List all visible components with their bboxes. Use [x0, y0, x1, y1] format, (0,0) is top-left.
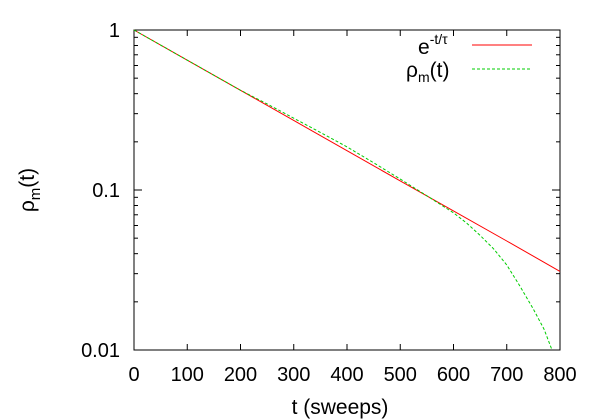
x-tick-label: 200 — [224, 364, 257, 386]
series-line-rho — [133, 29, 553, 351]
x-tick-label: 800 — [543, 364, 576, 386]
legend-rho-sub: m — [418, 69, 430, 85]
y-axis-label-tail: (t) — [16, 168, 39, 188]
x-axis-label: t (sweeps) — [292, 396, 389, 419]
x-tick-label: 600 — [437, 364, 470, 386]
legend-rho-base: ρ — [406, 59, 418, 82]
y-tick-label: 0.01 — [81, 340, 120, 362]
x-tick-label: 500 — [384, 364, 417, 386]
y-axis-label: ρm(t) — [16, 168, 44, 212]
legend-entry-exponential: e-t/τ — [418, 31, 532, 59]
legend-rho-tail: (t) — [430, 59, 450, 82]
legend-exponential-sup: -t/τ — [430, 31, 448, 47]
legend-exponential-base: e — [418, 36, 430, 59]
plot-frame — [133, 29, 561, 351]
x-tick-label: 700 — [490, 364, 523, 386]
y-tick-label: 1 — [109, 20, 120, 42]
x-tick-label: 0 — [128, 364, 139, 386]
legend: e-t/τ ρm(t) — [406, 31, 532, 85]
svg-text:e-t/τ: e-t/τ — [418, 31, 448, 59]
svg-text:ρm(t): ρm(t) — [406, 59, 449, 85]
x-tick-label: 100 — [171, 364, 204, 386]
axis-ticks: 0 100 200 300 400 500 600 700 800 1 0.1 0.01 — [81, 20, 577, 386]
series-layer — [133, 29, 561, 351]
y-tick-label: 0.1 — [92, 180, 120, 202]
x-tick-label: 300 — [277, 364, 310, 386]
y-axis-label-base: ρ — [16, 200, 39, 212]
series-line-exponential — [133, 29, 561, 272]
y-axis-label-sub: m — [27, 188, 44, 201]
x-tick-label: 400 — [330, 364, 363, 386]
legend-entry-rho: ρm(t) — [406, 59, 532, 85]
